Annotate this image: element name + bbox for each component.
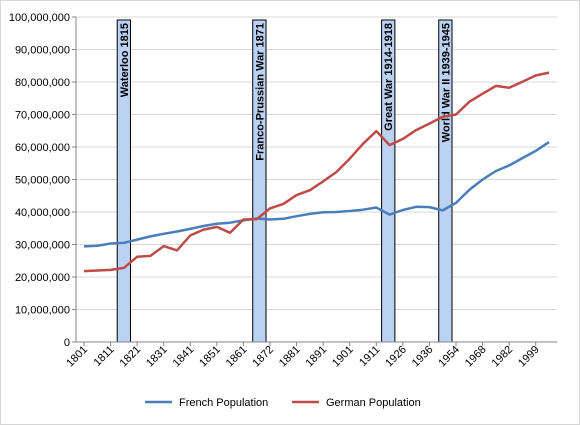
event-band-label: Franco-Prussian War 1871	[254, 23, 266, 161]
axes	[72, 16, 557, 346]
y-tick-label: 0	[64, 337, 70, 349]
y-tick-label: 30,000,000	[15, 240, 70, 252]
x-tick-label: 1926	[383, 344, 409, 370]
series-line	[83, 141, 550, 248]
gridlines	[76, 16, 557, 310]
x-tick-label: 1999	[516, 344, 542, 370]
y-tick-labels: 0 10,000,000 20,000,000 30,000,000 40,000,00…	[9, 12, 70, 349]
x-tick-label: 1891	[303, 344, 329, 370]
x-tick-label: 1982	[489, 344, 515, 370]
event-band-label: Great War 1914-1918	[383, 23, 395, 131]
y-tick-label: 60,000,000	[15, 142, 70, 154]
legend: French Population German Population	[145, 397, 421, 409]
legend-label: French Population	[179, 397, 268, 409]
event-band-label: Waterloo 1815	[119, 23, 131, 97]
x-tick-labels: 1801 1811 1821 1831 1841 1851 1861 1872 1881 1891…	[64, 344, 542, 370]
y-tick-label: 70,000,000	[15, 110, 70, 122]
legend-label: German Population	[326, 397, 421, 409]
x-tick-label: 1881	[277, 344, 303, 370]
x-tick-label: 1968	[463, 344, 489, 370]
x-tick-label: 1821	[117, 344, 143, 370]
y-tick-label: 80,000,000	[15, 77, 70, 89]
series-line	[83, 71, 550, 273]
x-tick-label: 1841	[171, 344, 197, 370]
event-bands: Waterloo 1815 Franco-Prussian War 1871 Gre…	[116, 19, 453, 343]
event-band-label: World War II 1939-1945	[440, 23, 452, 142]
y-tick-label: 20,000,000	[15, 272, 70, 284]
x-tick-label: 1911	[357, 344, 382, 369]
y-tick-label: 10,000,000	[15, 305, 70, 317]
x-tick-label: 1811	[91, 344, 116, 369]
y-tick-label: 100,000,000	[9, 12, 70, 24]
x-tick-label: 1872	[250, 344, 276, 370]
x-tick-label: 1901	[330, 344, 356, 370]
x-tick-label: 1954	[436, 344, 462, 370]
x-tick-label: 1851	[197, 344, 223, 370]
y-tick-label: 90,000,000	[15, 45, 70, 57]
x-tick-label: 1861	[224, 344, 250, 370]
x-tick-label: 1936	[410, 344, 436, 370]
series-lines	[83, 71, 550, 273]
y-tick-label: 40,000,000	[15, 207, 70, 219]
y-tick-label: 50,000,000	[15, 175, 70, 187]
x-tick-label: 1831	[144, 344, 170, 370]
